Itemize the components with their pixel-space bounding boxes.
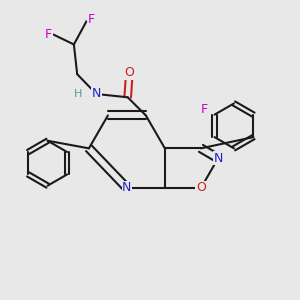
Text: F: F	[201, 103, 208, 116]
Text: H: H	[74, 89, 82, 99]
Text: F: F	[45, 28, 52, 41]
Text: N: N	[92, 88, 101, 100]
Text: F: F	[88, 13, 95, 26]
Text: O: O	[124, 66, 134, 79]
Text: N: N	[122, 182, 132, 194]
Text: O: O	[196, 182, 206, 194]
Text: N: N	[213, 152, 223, 165]
